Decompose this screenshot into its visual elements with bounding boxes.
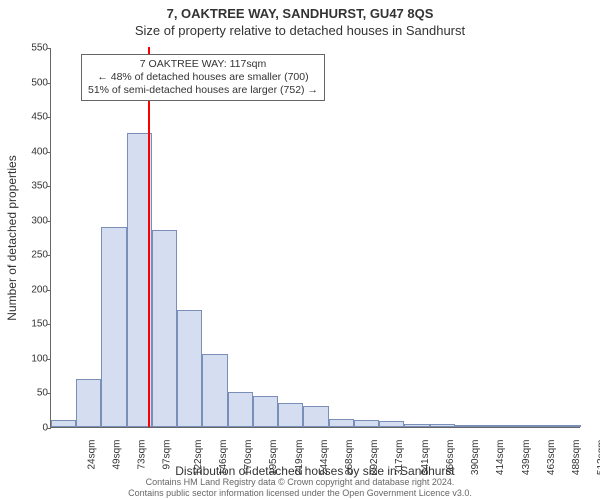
y-tick-mark [47, 117, 51, 118]
chart-footer: Contains HM Land Registry data © Crown c… [0, 477, 600, 498]
y-tick-label: 550 [18, 43, 48, 54]
y-tick-mark [47, 393, 51, 394]
histogram-bar [455, 425, 480, 427]
histogram-bar [430, 424, 455, 427]
histogram-bar [278, 403, 303, 427]
y-tick-mark [47, 152, 51, 153]
x-tick-label: 49sqm [111, 440, 122, 470]
y-tick-mark [47, 428, 51, 429]
chart-subtitle: Size of property relative to detached ho… [0, 21, 600, 42]
x-tick-label: 97sqm [162, 440, 173, 470]
y-tick-label: 250 [18, 250, 48, 261]
histogram-bar [202, 354, 227, 427]
y-tick-label: 350 [18, 181, 48, 192]
annotation-line: 7 OAKTREE WAY: 117sqm [88, 58, 318, 71]
y-tick-label: 0 [18, 423, 48, 434]
histogram-bar [228, 392, 253, 427]
annotation-box: 7 OAKTREE WAY: 117sqm← 48% of detached h… [81, 54, 325, 101]
histogram-bar [556, 425, 581, 427]
histogram-bar [303, 406, 328, 427]
x-tick-label: 73sqm [137, 440, 148, 470]
histogram-bar [177, 310, 202, 427]
y-tick-label: 400 [18, 146, 48, 157]
histogram-bar [354, 420, 379, 427]
histogram-bar [101, 227, 126, 427]
address-title: 7, OAKTREE WAY, SANDHURST, GU47 8QS [0, 0, 600, 21]
y-tick-label: 50 [18, 388, 48, 399]
y-tick-mark [47, 221, 51, 222]
y-tick-mark [47, 359, 51, 360]
histogram-bar [329, 419, 354, 427]
annotation-line: 51% of semi-detached houses are larger (… [88, 84, 318, 97]
y-axis-label: Number of detached properties [5, 155, 19, 320]
histogram-bar [404, 424, 429, 427]
histogram-bar [379, 421, 404, 427]
y-tick-mark [47, 324, 51, 325]
x-tick-label: 512sqm [596, 440, 600, 476]
y-tick-label: 300 [18, 215, 48, 226]
footer-line-2: Contains public sector information licen… [0, 488, 600, 498]
y-tick-mark [47, 48, 51, 49]
y-tick-label: 450 [18, 112, 48, 123]
y-tick-label: 500 [18, 77, 48, 88]
x-tick-label: 390sqm [470, 440, 481, 476]
x-tick-label: 488sqm [571, 440, 582, 476]
histogram-bar [531, 425, 556, 427]
x-tick-label: 463sqm [546, 440, 557, 476]
reference-line [148, 47, 150, 427]
plot-area: 05010015020025030035040045050055024sqm49… [50, 48, 580, 428]
y-tick-label: 100 [18, 353, 48, 364]
y-tick-label: 200 [18, 284, 48, 295]
x-tick-label: 439sqm [521, 440, 532, 476]
x-tick-label: 24sqm [86, 440, 97, 470]
x-axis-label: Distribution of detached houses by size … [175, 464, 455, 478]
footer-line-1: Contains HM Land Registry data © Crown c… [0, 477, 600, 487]
histogram-bar [51, 420, 76, 427]
y-tick-label: 150 [18, 319, 48, 330]
y-tick-mark [47, 290, 51, 291]
y-tick-mark [47, 186, 51, 187]
histogram-bar [253, 396, 278, 427]
annotation-line: ← 48% of detached houses are smaller (70… [88, 71, 318, 84]
y-tick-mark [47, 255, 51, 256]
histogram-bar [152, 230, 177, 427]
histogram-bar [480, 425, 505, 427]
histogram-bar [505, 425, 530, 427]
histogram-bar [76, 379, 101, 427]
histogram-chart: Number of detached properties 0501001502… [50, 48, 580, 428]
x-tick-label: 414sqm [496, 440, 507, 476]
y-tick-mark [47, 83, 51, 84]
